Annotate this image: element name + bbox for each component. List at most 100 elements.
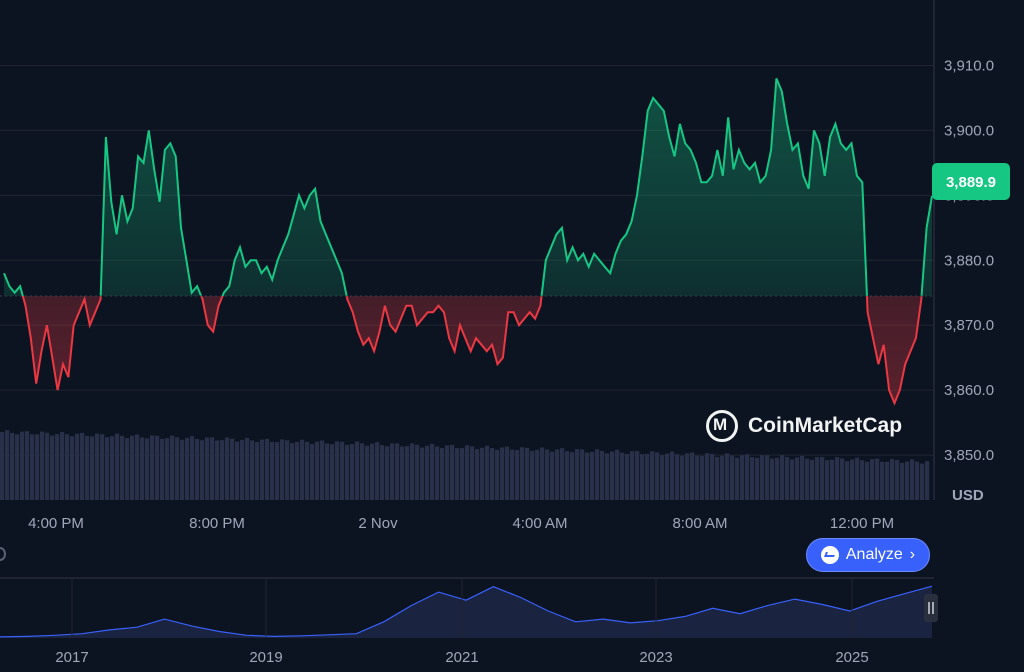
volume-bar — [470, 446, 475, 500]
volume-bar — [810, 459, 815, 500]
volume-bar — [690, 452, 695, 500]
analyze-button[interactable]: Analyze › — [806, 538, 930, 572]
price-areas — [4, 78, 932, 404]
volume-bar — [245, 437, 250, 500]
coinmarketcap-watermark: CoinMarketCap — [706, 410, 902, 442]
volume-bar — [515, 450, 520, 500]
volume-bar — [495, 449, 500, 500]
volume-bar — [435, 446, 440, 500]
volume-bar — [410, 443, 415, 500]
x-tick-label: 4:00 AM — [512, 515, 567, 532]
current-price-label: 3,889.9 — [946, 174, 996, 191]
volume-bar — [100, 434, 105, 500]
volume-bar — [775, 457, 780, 500]
volume-bar — [350, 444, 355, 500]
volume-bar — [780, 455, 785, 500]
volume-bar — [330, 444, 335, 500]
volume-bar — [795, 457, 800, 500]
volume-bar — [375, 442, 380, 500]
volume-bar — [210, 437, 215, 500]
volume-bar — [910, 459, 915, 500]
y-tick-label: 3,850.0 — [944, 447, 994, 464]
volume-bar — [915, 461, 920, 500]
chevron-right-icon: › — [909, 546, 916, 563]
volume-bar — [575, 449, 580, 500]
volume-bar — [830, 459, 835, 500]
volume-bar — [665, 453, 670, 500]
volume-bar — [270, 441, 275, 500]
volume-bar — [390, 443, 395, 500]
volume-bar — [365, 445, 370, 500]
volume-bar — [545, 449, 550, 500]
volume-bar — [630, 451, 635, 500]
y-tick-label: 3,870.0 — [944, 317, 994, 334]
volume-bar — [440, 448, 445, 500]
volume-bar — [820, 457, 825, 500]
volume-bar — [295, 441, 300, 500]
volume-bar — [235, 441, 240, 500]
volume-bar — [290, 443, 295, 500]
overview-x-tick-label: 2019 — [249, 649, 282, 666]
volume-bar — [15, 434, 20, 500]
volume-bar — [35, 434, 40, 500]
volume-bar — [815, 457, 820, 500]
volume-bar — [95, 433, 100, 500]
analyze-label: Analyze — [845, 546, 903, 563]
volume-bar — [605, 453, 610, 500]
volume-bar — [475, 449, 480, 500]
volume-bar — [840, 458, 845, 500]
volume-bar — [60, 431, 65, 500]
chat-bubble-icon — [820, 546, 839, 564]
volume-bar — [550, 451, 555, 500]
volume-bar — [465, 445, 470, 500]
volume-bar — [790, 459, 795, 500]
volume-bar — [260, 439, 265, 500]
volume-bar — [760, 455, 765, 500]
volume-bar — [870, 459, 875, 500]
overview-drag-handle[interactable] — [924, 594, 938, 622]
volume-bar — [90, 436, 95, 500]
volume-bar — [170, 435, 175, 500]
x-tick-label: 2 Nov — [358, 515, 398, 532]
volume-bar — [615, 449, 620, 500]
overview-line — [0, 585, 933, 638]
overview-x-tick-label: 2025 — [835, 649, 868, 666]
volume-bar — [70, 436, 75, 500]
volume-bar — [50, 435, 55, 500]
volume-bar — [805, 458, 810, 500]
x-tick-labels: 4:00 PM 8:00 PM 2 Nov 4:00 AM 8:00 AM 12:00 P… — [28, 515, 894, 532]
volume-bar — [85, 435, 90, 500]
volume-bar — [890, 459, 895, 500]
range-handle-icon[interactable] — [0, 547, 6, 561]
volume-bar — [215, 440, 220, 500]
overview-x-tick-label: 2021 — [445, 649, 478, 666]
volume-bar — [265, 438, 270, 500]
volume-bar — [850, 459, 855, 500]
volume-bar — [105, 437, 110, 500]
volume-bars — [0, 430, 930, 500]
volume-bar — [860, 460, 865, 500]
volume-bar — [425, 445, 430, 500]
volume-bar — [800, 455, 805, 500]
coinmarketcap-logo-icon — [706, 410, 738, 442]
volume-bar — [540, 447, 545, 500]
overview-x-tick-label: 2023 — [639, 649, 672, 666]
volume-bar — [510, 449, 515, 500]
volume-bar — [140, 437, 145, 500]
volume-bar — [230, 438, 235, 500]
area-above-baseline — [4, 78, 932, 296]
volume-bar — [835, 457, 840, 500]
volume-bar — [150, 435, 155, 500]
area-below-baseline — [22, 295, 922, 404]
volume-bar — [625, 453, 630, 500]
overview-x-tick-label: 2017 — [55, 649, 88, 666]
overview-area — [0, 586, 932, 638]
volume-bar — [335, 441, 340, 500]
volume-bar — [380, 445, 385, 500]
volume-bar — [485, 445, 490, 500]
volume-bar — [250, 440, 255, 500]
overview-navigator[interactable] — [0, 578, 933, 638]
volume-bar — [305, 441, 310, 500]
volume-bar — [325, 443, 330, 500]
volume-bar — [865, 461, 870, 500]
